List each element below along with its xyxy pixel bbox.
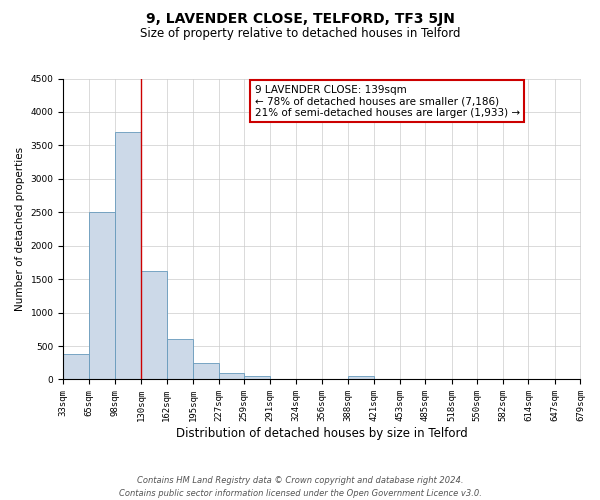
Y-axis label: Number of detached properties: Number of detached properties: [15, 147, 25, 311]
X-axis label: Distribution of detached houses by size in Telford: Distribution of detached houses by size …: [176, 427, 468, 440]
Bar: [218, 373, 244, 380]
Bar: [89, 212, 115, 380]
Text: 9, LAVENDER CLOSE, TELFORD, TF3 5JN: 9, LAVENDER CLOSE, TELFORD, TF3 5JN: [146, 12, 454, 26]
Text: Size of property relative to detached houses in Telford: Size of property relative to detached ho…: [140, 28, 460, 40]
Bar: [167, 340, 193, 380]
Bar: [141, 271, 167, 380]
Text: 9 LAVENDER CLOSE: 139sqm
← 78% of detached houses are smaller (7,186)
21% of sem: 9 LAVENDER CLOSE: 139sqm ← 78% of detach…: [254, 84, 520, 117]
Bar: [193, 364, 218, 380]
Bar: [347, 376, 374, 380]
Text: Contains HM Land Registry data © Crown copyright and database right 2024.
Contai: Contains HM Land Registry data © Crown c…: [119, 476, 481, 498]
Bar: [244, 376, 270, 380]
Bar: [63, 354, 89, 380]
Bar: [115, 132, 141, 380]
